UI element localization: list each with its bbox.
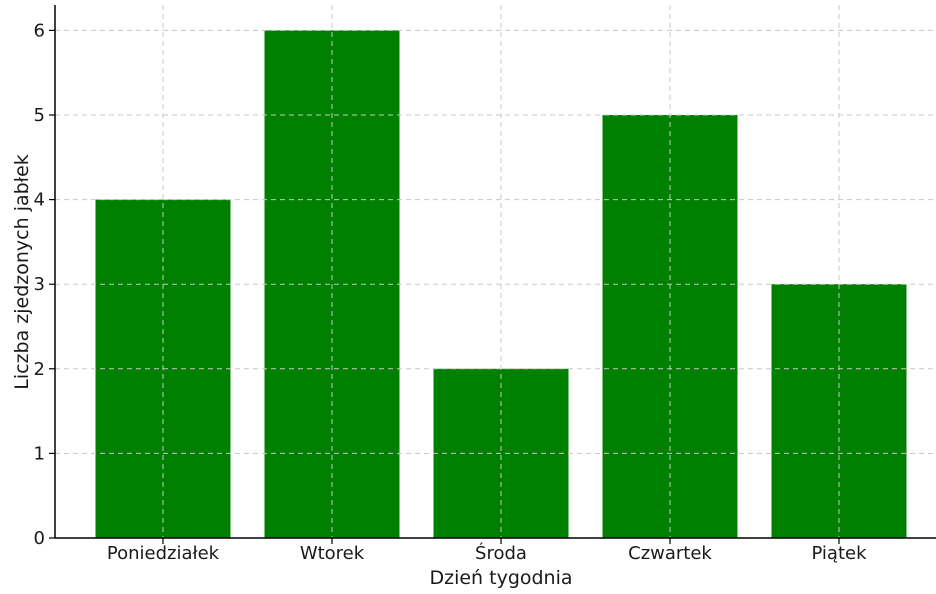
y-tick-label: 0 [34, 528, 45, 549]
y-axis-title: Liczba zjedzonych jabłek [11, 154, 33, 390]
x-tick-label: Środa [475, 542, 527, 564]
y-tick-label: 4 [34, 190, 45, 211]
x-tick-label: Poniedziałek [107, 543, 220, 564]
y-tick-label: 5 [34, 105, 45, 126]
x-tick-label: Czwartek [628, 543, 712, 564]
y-tick-label: 6 [34, 20, 45, 41]
x-tick-label: Piątek [811, 543, 867, 564]
y-ticks: 0 1 2 3 4 5 6 [34, 20, 55, 549]
x-ticks: Poniedziałek Wtorek Środa Czwartek Piątek [107, 538, 867, 564]
x-tick-label: Wtorek [300, 543, 365, 564]
axes [54, 5, 936, 539]
y-tick-label: 3 [34, 274, 45, 295]
grid [55, 5, 936, 538]
y-tick-label: 2 [34, 359, 45, 380]
x-axis-title: Dzień tygodnia [429, 567, 572, 589]
y-tick-label: 1 [34, 443, 45, 464]
